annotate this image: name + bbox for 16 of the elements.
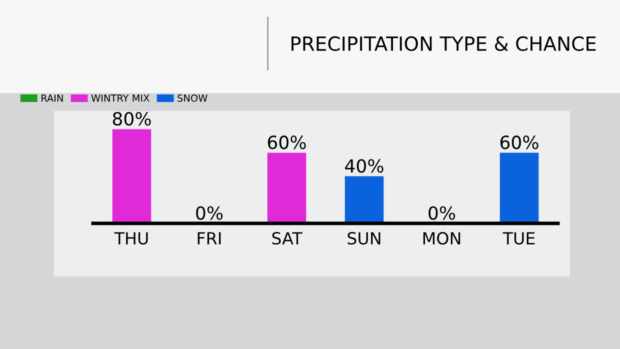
x-tick-label: THU: [114, 232, 148, 245]
legend-label: RAIN: [42, 94, 63, 102]
x-tick-label: FRI: [198, 232, 221, 244]
chart-title: PRECIPITATION TYPE & CHANCE: [292, 36, 596, 52]
data-label: 60%: [268, 136, 306, 150]
data-label: 40%: [345, 159, 384, 173]
legend-label: WINTRY MIX: [91, 94, 150, 102]
x-tick-label: SUN: [348, 232, 380, 245]
legend-label: SNOW: [178, 94, 208, 102]
x-tick-label: TUE: [502, 232, 535, 245]
data-label: 80%: [112, 112, 151, 126]
data-label: 0%: [196, 206, 223, 220]
x-tick-label: MON: [423, 232, 460, 245]
data-label: 0%: [428, 206, 456, 220]
x-tick-label: SAT: [272, 232, 302, 245]
data-label: 60%: [500, 136, 538, 150]
